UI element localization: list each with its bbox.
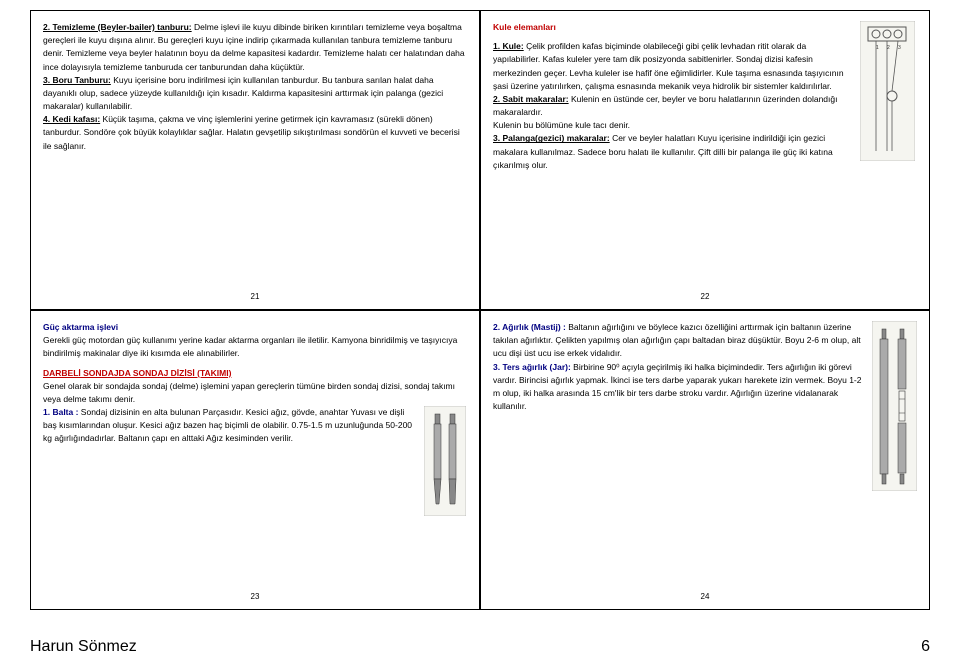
slide23-p0: Gerekli güç motordan güç kullanımı yerin…	[43, 334, 467, 360]
slide-21: 2. Temizleme (Beyler-bailer) tanburu: De…	[30, 10, 480, 310]
svg-text:1: 1	[876, 45, 879, 51]
page-number-22: 22	[701, 291, 710, 303]
slide22-para2: 2. Sabit makaralar: Kulenin en üstünde c…	[493, 93, 849, 119]
drill-weight-icon	[872, 321, 917, 491]
slide24-para2: 3. Ters ağırlık (Jar): Birbirine 90⁰ açı…	[493, 361, 864, 414]
slide22-image: 1 2 3	[857, 21, 917, 172]
slide22-text: Kule elemanları 1. Kule: Çelik profilden…	[493, 21, 849, 172]
slide23-title2: DARBELİ SONDAJDA SONDAJ DİZİSİ (TAKIMI)	[43, 368, 231, 378]
slide23-image	[422, 406, 467, 516]
svg-text:3: 3	[898, 45, 901, 51]
slide22-p1: Çelik profilden kafas biçiminde olabilec…	[493, 41, 844, 91]
slide22-para1: 1. Kule: Çelik profilden kafas biçiminde…	[493, 40, 849, 93]
slide22-title: Kule elemanları	[493, 22, 556, 32]
slide24-para1: 2. Ağırlık (Mastij) : Baltanın ağırlığın…	[493, 321, 864, 361]
pulley-diagram-icon: 1 2 3	[860, 21, 915, 161]
slide23-h1: 1. Balta :	[43, 407, 78, 417]
slide24-text: 2. Ağırlık (Mastij) : Baltanın ağırlığın…	[493, 321, 864, 491]
slide23-para2: 1. Balta : Sondaj dizisinin en alta bulu…	[43, 406, 414, 446]
slide23-text: 1. Balta : Sondaj dizisinin en alta bulu…	[43, 406, 414, 516]
page-number-23: 23	[251, 591, 260, 603]
slide21-para3: 4. Kedi kafası: Küçük taşıma, çakma ve v…	[43, 113, 467, 153]
drill-bit-icon	[424, 406, 466, 516]
slide24-body: 2. Ağırlık (Mastij) : Baltanın ağırlığın…	[493, 321, 917, 491]
page-footer: Harun Sönmez 6	[30, 638, 930, 656]
slide22-h2: 2. Sabit makaralar:	[493, 94, 569, 104]
slide21-h3: 4. Kedi kafası:	[43, 114, 100, 124]
page-number-21: 21	[251, 291, 260, 303]
slide-23: Güç aktarma işlevi Gerekli güç motordan …	[30, 310, 480, 610]
slide24-image	[872, 321, 917, 491]
slide23-p1: Genel olarak bir sondajda sondaj (delme)…	[43, 380, 467, 406]
slide22-p2b: Kulenin bu bölümüne kule tacı denir.	[493, 119, 849, 132]
slide22-body: Kule elemanları 1. Kule: Çelik profilden…	[493, 21, 917, 172]
page-number-24: 24	[701, 591, 710, 603]
slide23-body: 1. Balta : Sondaj dizisinin en alta bulu…	[43, 406, 467, 516]
slide22-h1: 1. Kule:	[493, 41, 524, 51]
slide22-h3: 3. Palanga(gezici) makaralar:	[493, 133, 610, 143]
slide21-para1: 2. Temizleme (Beyler-bailer) tanburu: De…	[43, 21, 467, 74]
slide21-para2: 3. Boru Tanburu: Kuyu içerisine boru ind…	[43, 74, 467, 114]
slide21-p3: Küçük taşıma, çakma ve vinç işlemlerini …	[43, 114, 460, 150]
slide24-h2: 3. Ters ağırlık (Jar):	[493, 362, 571, 372]
slide23-title: Güç aktarma işlevi	[43, 322, 118, 332]
slide-22: Kule elemanları 1. Kule: Çelik profilden…	[480, 10, 930, 310]
author-name: Harun Sönmez	[30, 638, 137, 656]
slide21-h2: 3. Boru Tanburu:	[43, 75, 111, 85]
slide22-para3: 3. Palanga(gezici) makaralar: Cer ve bey…	[493, 132, 849, 172]
sheet-number: 6	[921, 638, 930, 656]
slide23-p2: Sondaj dizisinin en alta bulunan Parçası…	[43, 407, 412, 443]
slide-24: 2. Ağırlık (Mastij) : Baltanın ağırlığın…	[480, 310, 930, 610]
svg-text:2: 2	[887, 45, 890, 51]
slides-grid: 2. Temizleme (Beyler-bailer) tanburu: De…	[0, 0, 960, 610]
slide21-h1: 2. Temizleme (Beyler-bailer) tanburu:	[43, 22, 192, 32]
slide24-h1: 2. Ağırlık (Mastij) :	[493, 322, 566, 332]
